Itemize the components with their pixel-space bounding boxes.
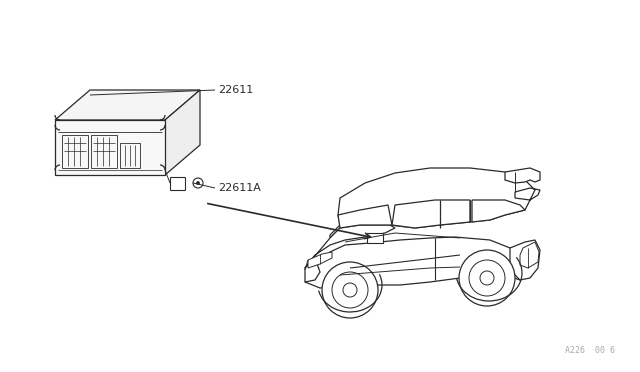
Circle shape [459, 250, 515, 306]
Polygon shape [305, 237, 525, 288]
Circle shape [343, 283, 357, 297]
Polygon shape [392, 200, 470, 228]
Polygon shape [308, 252, 332, 268]
Polygon shape [520, 242, 539, 268]
Polygon shape [338, 205, 392, 228]
Text: 22611: 22611 [218, 85, 253, 95]
Text: 22611A: 22611A [218, 183, 261, 193]
Circle shape [322, 262, 378, 318]
Circle shape [480, 271, 494, 285]
Polygon shape [305, 225, 395, 268]
Polygon shape [55, 90, 200, 120]
Text: A226  00 6: A226 00 6 [565, 346, 615, 355]
Circle shape [469, 260, 505, 296]
Polygon shape [55, 120, 165, 175]
Polygon shape [510, 240, 540, 280]
Polygon shape [165, 90, 200, 175]
Polygon shape [305, 258, 320, 282]
Circle shape [196, 182, 200, 185]
Polygon shape [367, 233, 383, 243]
Polygon shape [472, 200, 525, 222]
Polygon shape [330, 168, 540, 238]
Polygon shape [505, 168, 540, 183]
Circle shape [332, 272, 368, 308]
